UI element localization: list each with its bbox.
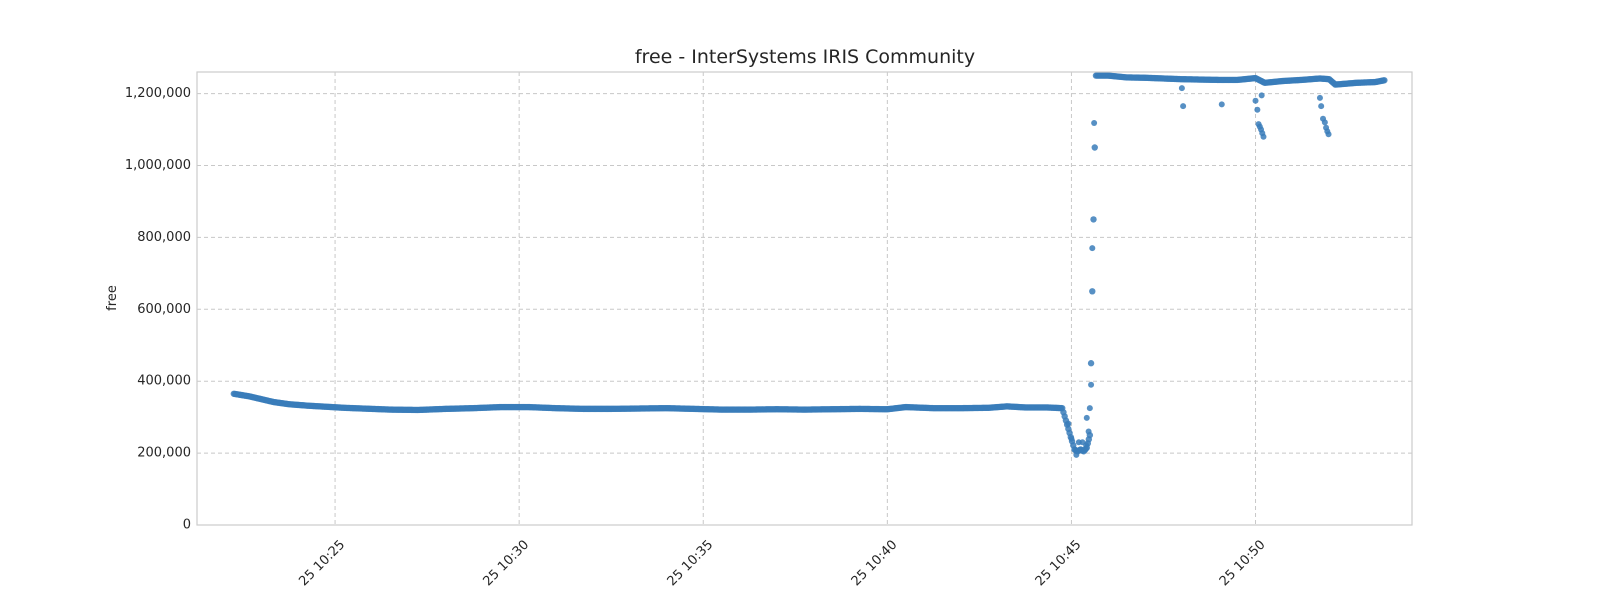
- data-point: [1086, 405, 1093, 412]
- y-tick-label: 400,000: [137, 374, 191, 389]
- y-tick-label: 1,000,000: [125, 158, 191, 173]
- data-point: [1180, 103, 1187, 110]
- data-point: [1381, 77, 1388, 84]
- data-point: [1091, 120, 1098, 127]
- y-tick-label: 1,200,000: [125, 86, 191, 101]
- data-point: [1252, 97, 1259, 104]
- y-tick-labels: 0 200,000 400,000 600,000 800,000 1,000,000 1,…: [125, 86, 191, 532]
- data-point: [1068, 435, 1075, 442]
- data-point: [1089, 245, 1096, 252]
- data-point: [1087, 360, 1095, 367]
- grid-lines: [197, 72, 1412, 525]
- data-point: [1065, 420, 1072, 427]
- y-tick-label: 200,000: [137, 446, 191, 461]
- data-point: [1085, 428, 1092, 435]
- data-point: [1218, 101, 1225, 108]
- chart-title: free - InterSystems IRIS Community: [635, 46, 975, 68]
- data-point: [1318, 103, 1325, 110]
- plot-frame: [196, 71, 1413, 526]
- data-point: [1090, 216, 1097, 223]
- data-point: [1088, 381, 1095, 388]
- data-point: [1083, 442, 1090, 449]
- y-tick-label: 600,000: [137, 302, 191, 317]
- data-point: [1091, 144, 1098, 151]
- data-point: [1178, 85, 1185, 92]
- y-tick-label: 800,000: [137, 230, 191, 245]
- y-axis-label: free: [105, 285, 120, 311]
- data-point: [1260, 133, 1267, 140]
- data-point: [1316, 94, 1323, 101]
- data-point: [1258, 92, 1265, 99]
- data-points: [230, 72, 1388, 458]
- data-point: [1083, 414, 1090, 421]
- data-point: [1325, 131, 1332, 138]
- data-point: [1254, 106, 1261, 113]
- data-point: [1073, 451, 1080, 458]
- data-point: [1089, 288, 1096, 295]
- data-point: [1321, 119, 1328, 126]
- y-tick-label: 0: [183, 518, 191, 533]
